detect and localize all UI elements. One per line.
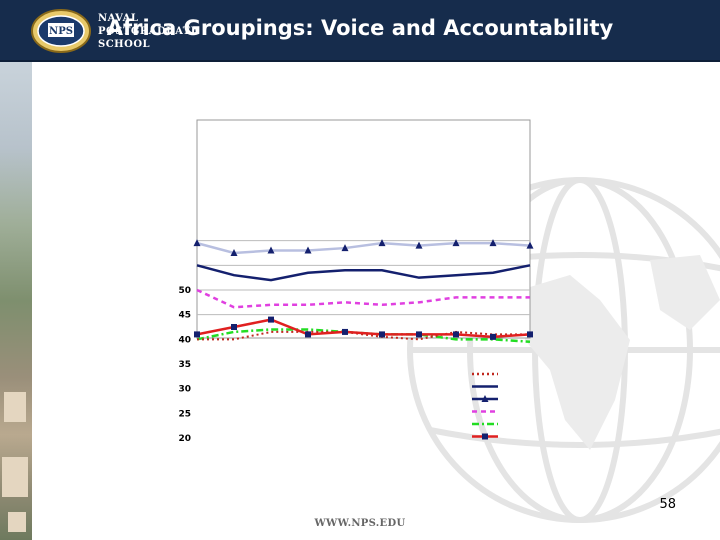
y-tick-label: 20 (178, 434, 191, 444)
data-point-square (379, 331, 385, 338)
series-line-2 (196, 264, 531, 282)
data-point-triangle (452, 239, 460, 247)
org-line-2: POSTGRADUATE (98, 26, 199, 37)
svg-text:NPS: NPS (49, 26, 73, 37)
legend (472, 372, 498, 440)
data-point-triangle (526, 241, 534, 249)
y-tick-label: 30 (178, 385, 191, 395)
data-point-triangle (230, 249, 238, 256)
legend-marker-square (482, 433, 488, 440)
data-point-square (453, 331, 459, 338)
data-point-triangle (489, 239, 497, 247)
campus-photo-strip (0, 62, 32, 540)
gridlines (197, 240, 530, 316)
data-point-square (231, 324, 237, 330)
org-line-1: NAVAL (98, 13, 139, 24)
series-line-6 (196, 318, 531, 339)
data-point-square (194, 331, 200, 338)
plot-area (196, 119, 531, 339)
data-point-triangle (267, 246, 275, 254)
page-number: 58 (659, 497, 676, 512)
org-line-3: SCHOOL (98, 39, 151, 50)
series-line-1 (196, 241, 531, 255)
y-tick-label: 40 (178, 335, 191, 345)
series-layer (193, 239, 534, 344)
data-point-triangle (341, 244, 349, 252)
slide-title: Africa Groupings: Voice and Accountabili… (106, 16, 614, 40)
data-point-triangle (193, 239, 201, 247)
data-point-square (305, 331, 311, 338)
series-line-3 (196, 288, 530, 309)
footer-url: WWW.NPS.EDU (314, 518, 406, 529)
org-name: NAVAL POSTGRADUATE SCHOOL (98, 12, 199, 51)
data-point-triangle (304, 246, 312, 254)
y-tick-label: 35 (178, 360, 191, 370)
nps-logo: NPS (31, 9, 91, 53)
header-bar: NPS NAVAL POSTGRADUATE SCHOOL Africa Gro… (0, 0, 720, 62)
series-line-5 (197, 330, 530, 341)
y-tick-label: 25 (178, 409, 191, 419)
data-point-triangle (415, 241, 423, 249)
data-point-square (342, 328, 348, 335)
data-point-square (268, 316, 274, 323)
y-tick-label: 50 (178, 286, 191, 296)
y-axis-ticks: 50 45 40 35 30 25 20 (178, 286, 191, 444)
data-point-triangle (378, 239, 386, 247)
data-point-square (416, 331, 422, 338)
data-point-square (527, 331, 533, 338)
line-chart: 50 45 40 35 30 25 20 (178, 119, 534, 444)
legend-marker-triangle (481, 395, 489, 402)
data-point-square (490, 333, 496, 340)
y-tick-label: 45 (178, 311, 191, 321)
